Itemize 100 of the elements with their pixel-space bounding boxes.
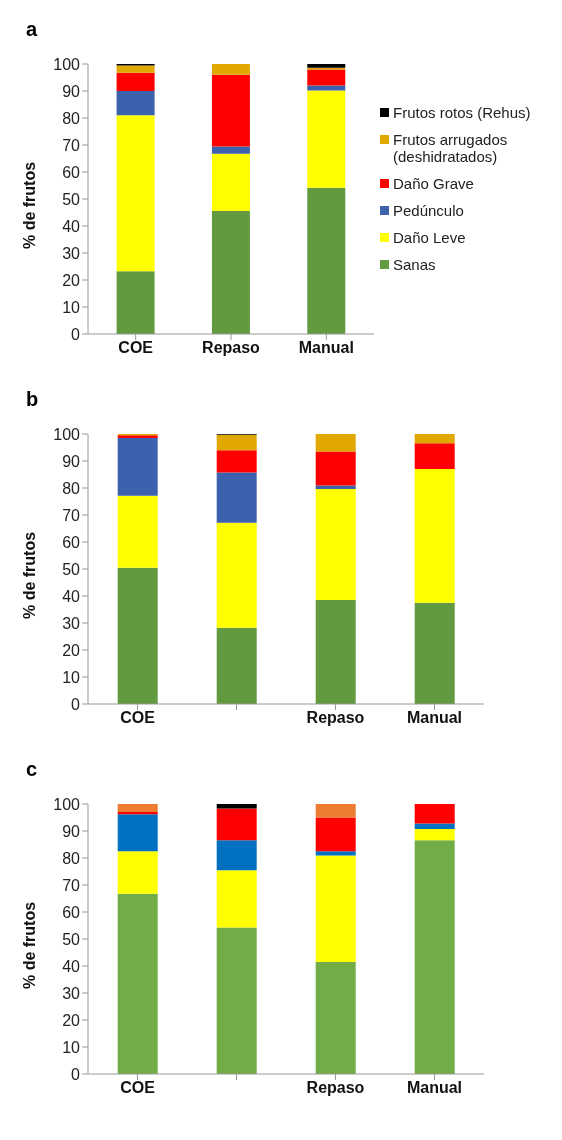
bar (117, 893, 158, 1074)
x-tick-label: COE (120, 709, 156, 727)
y-axis-title: % de frutos (20, 531, 38, 619)
y-tick-label: 90 (62, 452, 81, 470)
bar (216, 522, 257, 628)
bar (315, 804, 356, 818)
y-tick-label: 20 (62, 1011, 81, 1029)
y-tick-label: 10 (62, 668, 81, 686)
bar (216, 434, 257, 451)
bar (116, 115, 155, 272)
x-tick-label: Manual (298, 339, 354, 357)
bar (307, 90, 346, 188)
chart-title: b (26, 388, 39, 411)
bar (216, 927, 257, 1074)
legend-label: Frutos rotos (Rehus) (393, 103, 531, 121)
bar (116, 91, 155, 116)
y-tick-label: 0 (71, 1065, 81, 1083)
y-axis-title: % de frutos (20, 161, 38, 249)
x-tick-label: COE (118, 339, 154, 357)
bar (414, 840, 455, 1074)
y-tick-label: 70 (62, 506, 81, 524)
y-tick-label: 40 (62, 957, 81, 975)
y-tick-label: 0 (71, 695, 81, 713)
y-tick-label: 30 (62, 614, 81, 632)
bar (117, 814, 158, 852)
bar (116, 65, 155, 73)
bar (315, 451, 356, 486)
y-tick-label: 70 (62, 136, 81, 154)
y-tick-label: 20 (62, 641, 81, 659)
y-tick-label: 10 (62, 298, 81, 316)
bar (216, 804, 257, 809)
y-tick-label: 60 (62, 163, 81, 181)
y-tick-label: 50 (62, 930, 81, 948)
bar (117, 812, 158, 815)
bar (117, 495, 158, 568)
bar (116, 271, 155, 334)
y-tick-label: 0 (71, 325, 81, 343)
y-tick-label: 10 (62, 1038, 81, 1056)
bar (315, 434, 356, 452)
y-tick-label: 90 (62, 82, 81, 100)
x-tick-label: Manual (406, 709, 463, 727)
y-tick-label: 80 (62, 109, 81, 127)
chart-title: a (26, 18, 38, 41)
bar (211, 64, 250, 75)
legend-label: Pedúnculo (393, 201, 464, 219)
legend-label: Daño Leve (393, 228, 466, 246)
y-tick-label: 40 (62, 587, 81, 605)
y-tick-label: 30 (62, 984, 81, 1002)
y-tick-label: 100 (53, 795, 81, 813)
y-axis-title: % de frutos (20, 901, 38, 989)
bar (117, 438, 158, 496)
bar (211, 210, 250, 334)
bar (414, 829, 455, 841)
bar (116, 72, 155, 91)
y-tick-label: 50 (62, 560, 81, 578)
y-tick-label: 80 (62, 479, 81, 497)
y-tick-label: 20 (62, 271, 81, 289)
bar (414, 804, 455, 824)
bar (315, 600, 356, 704)
y-tick-label: 40 (62, 217, 81, 235)
y-tick-label: 50 (62, 190, 81, 208)
bar (307, 69, 346, 86)
legend-label: Daño Grave (393, 174, 474, 192)
chart-title: c (26, 758, 38, 781)
y-tick-label: 90 (62, 822, 81, 840)
bar (117, 851, 158, 894)
bar (216, 870, 257, 928)
bar (117, 567, 158, 704)
legend-label: Sanas (393, 255, 436, 273)
x-tick-label: Repaso (306, 709, 365, 727)
bar (315, 489, 356, 601)
x-tick-label: Repaso (202, 339, 261, 357)
y-tick-label: 70 (62, 876, 81, 894)
bar (414, 434, 455, 444)
bar (315, 961, 356, 1074)
bar (117, 804, 158, 813)
x-tick-label: Repaso (306, 1079, 365, 1097)
bar (315, 851, 356, 856)
bar (211, 146, 250, 154)
bar (315, 817, 356, 852)
y-tick-label: 30 (62, 244, 81, 262)
y-tick-label: 60 (62, 903, 81, 921)
y-tick-label: 60 (62, 533, 81, 551)
bar (414, 823, 455, 830)
y-tick-label: 100 (53, 425, 81, 443)
x-tick-label: COE (120, 1079, 156, 1097)
bar (414, 469, 455, 603)
bar (315, 855, 356, 962)
y-tick-label: 100 (53, 55, 81, 73)
bar (216, 840, 257, 871)
bar (216, 627, 257, 704)
bar (216, 450, 257, 473)
bar (307, 187, 346, 334)
bar (414, 602, 455, 704)
bar (211, 153, 250, 211)
y-tick-label: 80 (62, 849, 81, 867)
bar (211, 74, 250, 147)
x-tick-label: Manual (406, 1079, 463, 1097)
bar (414, 443, 455, 470)
bar (216, 808, 257, 841)
